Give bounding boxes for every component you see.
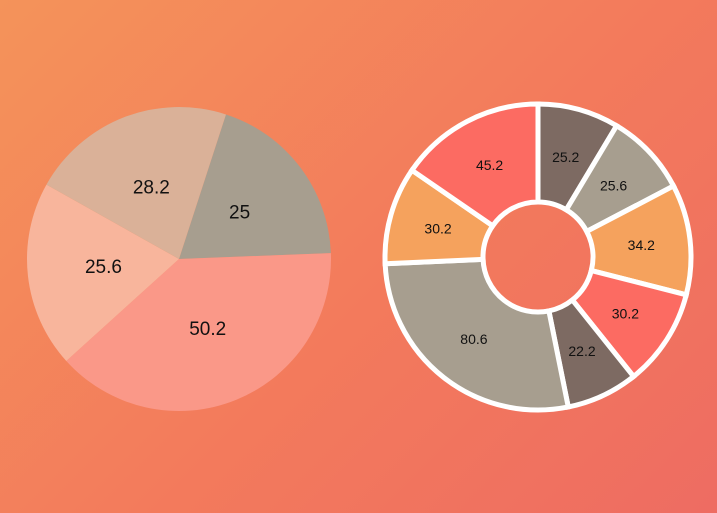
pie-slice-label-2: 25.6: [85, 257, 122, 278]
donut-slice-label-0: 25.2: [552, 149, 579, 165]
pie-slice-3: [46, 107, 226, 259]
pie-slice-0: [179, 114, 331, 259]
pie-slice-2: [26, 184, 179, 361]
donut-slice-label-2: 34.2: [628, 237, 655, 253]
donut-chart: 25.2 25.6 34.2 30.2 22.2 80.6 30.2 45.2: [382, 101, 694, 413]
donut-slice-label-1: 25.6: [600, 178, 627, 194]
pie-slice-label-0: 25: [229, 203, 250, 224]
pie-slice-label-1: 50.2: [189, 319, 226, 340]
pie-slice-label-3: 28.2: [133, 178, 170, 199]
pie-slice-1: [66, 253, 332, 411]
donut-slice-7: [408, 101, 541, 230]
donut-slice-label-5: 80.6: [460, 331, 487, 347]
donut-slice-label-7: 45.2: [476, 157, 503, 173]
donut-slice-5: [382, 256, 572, 413]
donut-slice-label-6: 30.2: [424, 220, 451, 236]
donut-slice-label-3: 30.2: [612, 305, 639, 321]
pie-chart: 25 50.2 25.6 28.2: [26, 107, 332, 411]
donut-slice-label-4: 22.2: [568, 343, 595, 359]
